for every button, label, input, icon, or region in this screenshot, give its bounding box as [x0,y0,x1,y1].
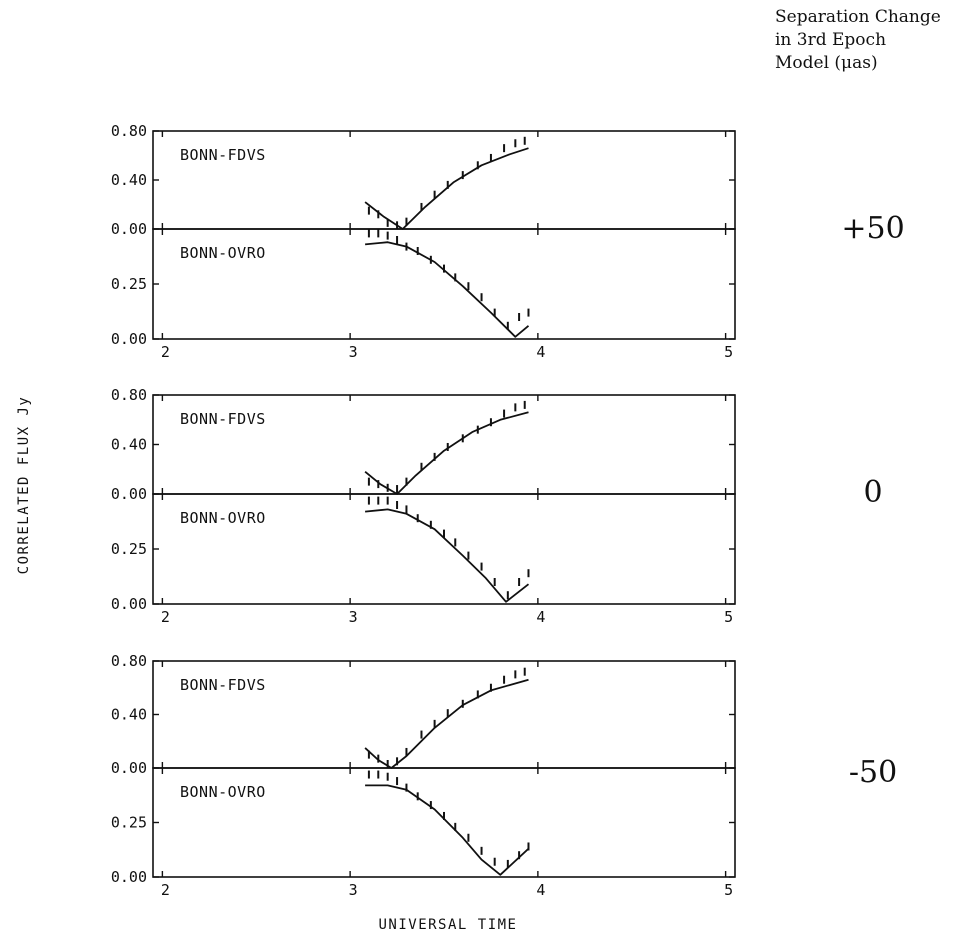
baseline-panel: 0.00 0.40 0.80 BONN-FDVS [111,386,736,503]
x-tick-label: 5 [724,608,733,626]
y-tick-label: 0.25 [111,275,147,293]
x-tick-label: 4 [536,608,545,626]
header-line-1: Separation Change [775,7,941,27]
y-tick-label: 0.80 [111,122,147,140]
x-tick-label: 3 [349,881,358,899]
y-tick-label: 0.80 [111,652,147,670]
baseline-label: BONN-OVRO [180,783,266,801]
y-tick-label: 0.00 [111,330,147,348]
x-tick-label: 2 [161,608,170,626]
y-tick-label: 0.00 [111,595,147,613]
panel-group: -50 0.00 0.40 0.80 BONN-FDVS 0.00 0.25 2 3 4 5 BONN… [111,652,897,899]
y-tick-label: 0.80 [111,386,147,404]
model-curve [365,508,530,603]
panel-group: 0 0.00 0.40 0.80 BONN-FDVS 0.00 0.25 2 3 4 5 BONN-O… [111,386,883,626]
baseline-label: BONN-OVRO [180,244,266,262]
separation-change-value: 0 [863,475,882,510]
baseline-panel: 0.00 0.25 2 3 4 5 BONN-OVRO [111,228,736,361]
y-tick-label: 0.40 [111,436,147,454]
y-tick-label: 0.00 [111,759,147,777]
x-tick-label: 5 [724,343,733,361]
panel-group: +50 0.00 0.40 0.80 BONN-FDVS 0.00 0.25 2 3 4 5 BONN… [111,122,905,361]
x-tick-label: 3 [349,608,358,626]
baseline-panel: 0.00 0.25 2 3 4 5 BONN-OVRO [111,493,736,626]
baseline-panel: 0.00 0.40 0.80 BONN-FDVS [111,652,736,777]
model-curve [364,678,529,769]
model-curve [365,784,530,876]
y-tick-label: 0.00 [111,220,147,238]
baseline-panel: 0.00 0.25 2 3 4 5 BONN-OVRO [111,767,736,899]
baseline-label: BONN-FDVS [180,146,266,164]
y-tick-label: 0.40 [111,171,147,189]
x-tick-label: 2 [161,343,170,361]
y-axis-title: CORRELATED FLUX Jy [16,396,32,575]
x-tick-label: 4 [536,343,545,361]
baseline-panel: 0.00 0.40 0.80 BONN-FDVS [111,122,736,238]
panel-groups: +50 0.00 0.40 0.80 BONN-FDVS 0.00 0.25 2 3 4 5 BONN… [111,122,905,899]
x-tick-label: 4 [536,881,545,899]
x-tick-label: 5 [724,881,733,899]
y-tick-label: 0.25 [111,540,147,558]
y-tick-label: 0.00 [111,868,147,886]
baseline-label: BONN-OVRO [180,509,266,527]
header-line-3: Model (μas) [775,53,878,73]
y-tick-label: 0.00 [111,485,147,503]
y-tick-label: 0.40 [111,706,147,724]
baseline-label: BONN-FDVS [180,676,266,694]
separation-change-value: +50 [841,211,904,246]
model-curve [364,147,529,230]
header-line-2: in 3rd Epoch [775,30,886,50]
model-curve [364,411,529,495]
model-curve [365,241,530,338]
x-tick-label: 3 [349,343,358,361]
baseline-label: BONN-FDVS [180,410,266,428]
separation-change-value: -50 [849,755,897,790]
x-axis-title: UNIVERSAL TIME [378,917,517,933]
x-tick-label: 2 [161,881,170,899]
y-tick-label: 0.25 [111,814,147,832]
